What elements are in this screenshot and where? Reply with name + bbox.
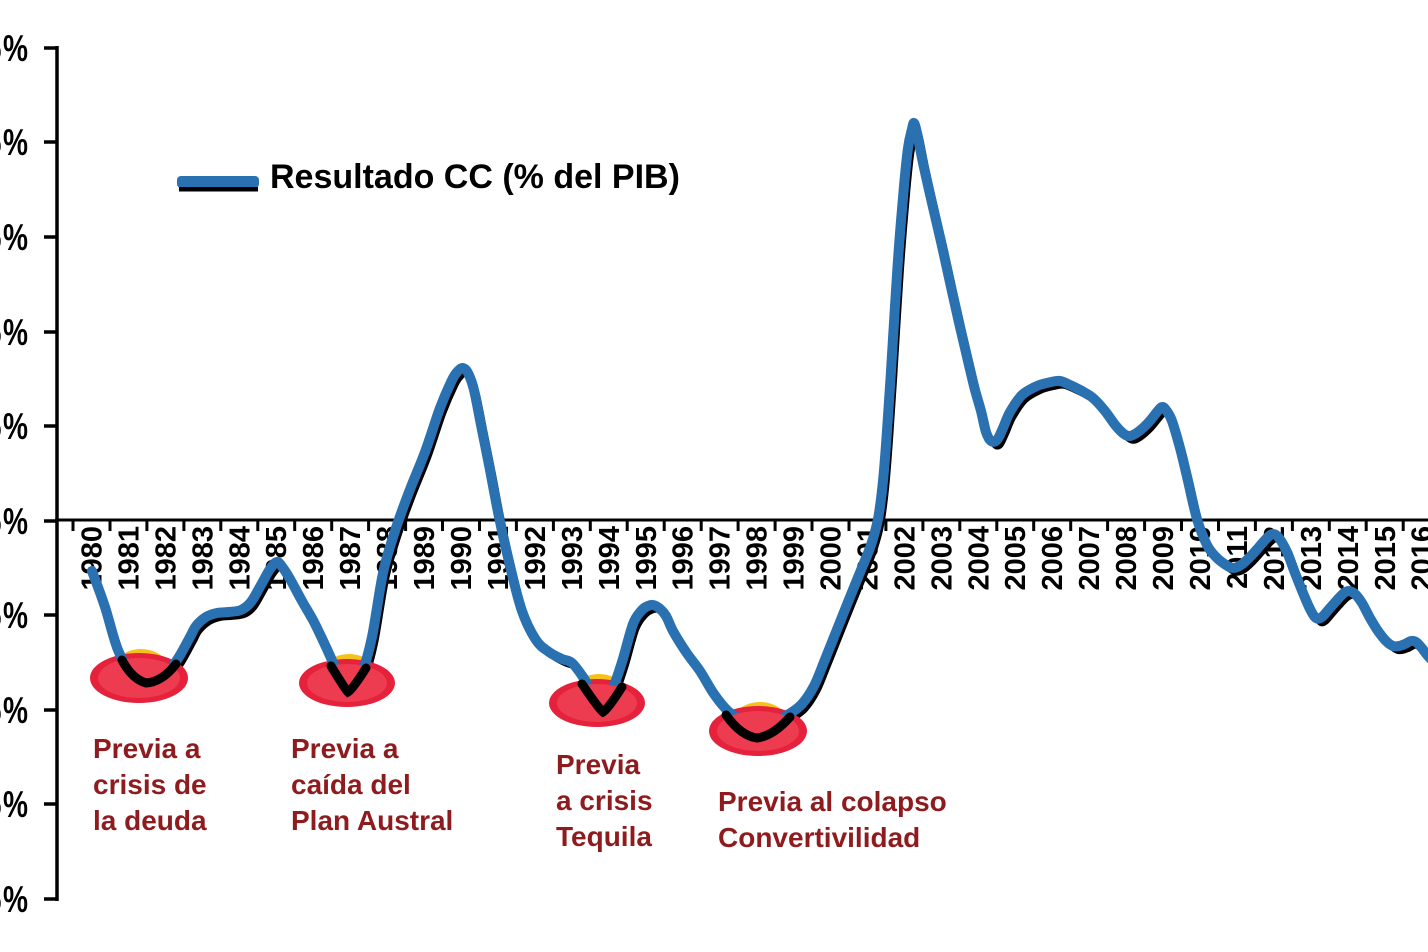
svg-text:2000: 2000 bbox=[816, 526, 848, 591]
svg-text:%: % bbox=[3, 690, 28, 731]
svg-text:Previa a: Previa a bbox=[291, 733, 399, 764]
svg-text:5: 5 bbox=[0, 217, 2, 258]
svg-text:5: 5 bbox=[0, 312, 2, 353]
svg-text:%: % bbox=[3, 122, 28, 163]
svg-text:2007: 2007 bbox=[1074, 526, 1106, 591]
svg-text:1986: 1986 bbox=[298, 526, 330, 591]
svg-text:1990: 1990 bbox=[446, 526, 478, 591]
svg-text:5: 5 bbox=[0, 406, 2, 447]
svg-text:1993: 1993 bbox=[557, 526, 589, 591]
svg-text:5: 5 bbox=[0, 595, 2, 636]
svg-text:la deuda: la deuda bbox=[93, 805, 207, 836]
svg-text:1982: 1982 bbox=[150, 526, 182, 591]
svg-text:%: % bbox=[3, 406, 28, 447]
svg-text:2016: 2016 bbox=[1407, 526, 1428, 591]
svg-text:%: % bbox=[3, 312, 28, 353]
svg-text:Previa al colapso: Previa al colapso bbox=[718, 786, 947, 817]
svg-text:%: % bbox=[3, 28, 28, 69]
svg-text:%: % bbox=[3, 595, 28, 636]
svg-text:a crisis: a crisis bbox=[556, 785, 653, 816]
svg-text:2008: 2008 bbox=[1111, 526, 1143, 591]
svg-text:Previa a: Previa a bbox=[93, 733, 201, 764]
svg-text:Resultado CC (% del PIB): Resultado CC (% del PIB) bbox=[270, 158, 680, 196]
svg-text:Previa: Previa bbox=[556, 749, 640, 780]
svg-text:2005: 2005 bbox=[1000, 526, 1032, 591]
svg-text:Tequila: Tequila bbox=[556, 821, 652, 852]
svg-text:%: % bbox=[3, 784, 28, 825]
svg-text:2002: 2002 bbox=[889, 526, 921, 591]
svg-text:1996: 1996 bbox=[668, 526, 700, 591]
svg-text:2014: 2014 bbox=[1333, 526, 1365, 591]
svg-text:Convertivilidad: Convertivilidad bbox=[718, 822, 920, 853]
svg-text:5: 5 bbox=[0, 879, 2, 920]
svg-text:crisis de: crisis de bbox=[93, 769, 207, 800]
svg-text:5: 5 bbox=[0, 122, 2, 163]
svg-text:2015: 2015 bbox=[1370, 526, 1402, 591]
svg-text:1983: 1983 bbox=[187, 526, 219, 591]
svg-text:%: % bbox=[3, 217, 28, 258]
svg-text:5: 5 bbox=[0, 28, 2, 69]
svg-text:5: 5 bbox=[0, 690, 2, 731]
svg-text:2004: 2004 bbox=[963, 526, 995, 591]
svg-text:2006: 2006 bbox=[1037, 526, 1069, 591]
svg-text:caída del: caída del bbox=[291, 769, 411, 800]
svg-text:5: 5 bbox=[0, 501, 2, 542]
svg-text:1989: 1989 bbox=[409, 526, 441, 591]
svg-text:5: 5 bbox=[0, 784, 2, 825]
svg-text:1994: 1994 bbox=[594, 526, 626, 591]
svg-text:Plan Austral: Plan Austral bbox=[291, 805, 453, 836]
svg-text:1987: 1987 bbox=[335, 526, 367, 591]
svg-text:1992: 1992 bbox=[520, 526, 552, 591]
svg-text:1997: 1997 bbox=[705, 526, 737, 591]
svg-text:1981: 1981 bbox=[113, 526, 145, 591]
svg-text:%: % bbox=[3, 501, 28, 542]
svg-text:2003: 2003 bbox=[926, 526, 958, 591]
svg-text:1984: 1984 bbox=[224, 526, 256, 591]
svg-text:%: % bbox=[3, 879, 28, 920]
svg-text:1998: 1998 bbox=[742, 526, 774, 591]
svg-text:1995: 1995 bbox=[631, 526, 663, 591]
svg-text:1999: 1999 bbox=[779, 526, 811, 591]
svg-text:2009: 2009 bbox=[1148, 526, 1180, 591]
